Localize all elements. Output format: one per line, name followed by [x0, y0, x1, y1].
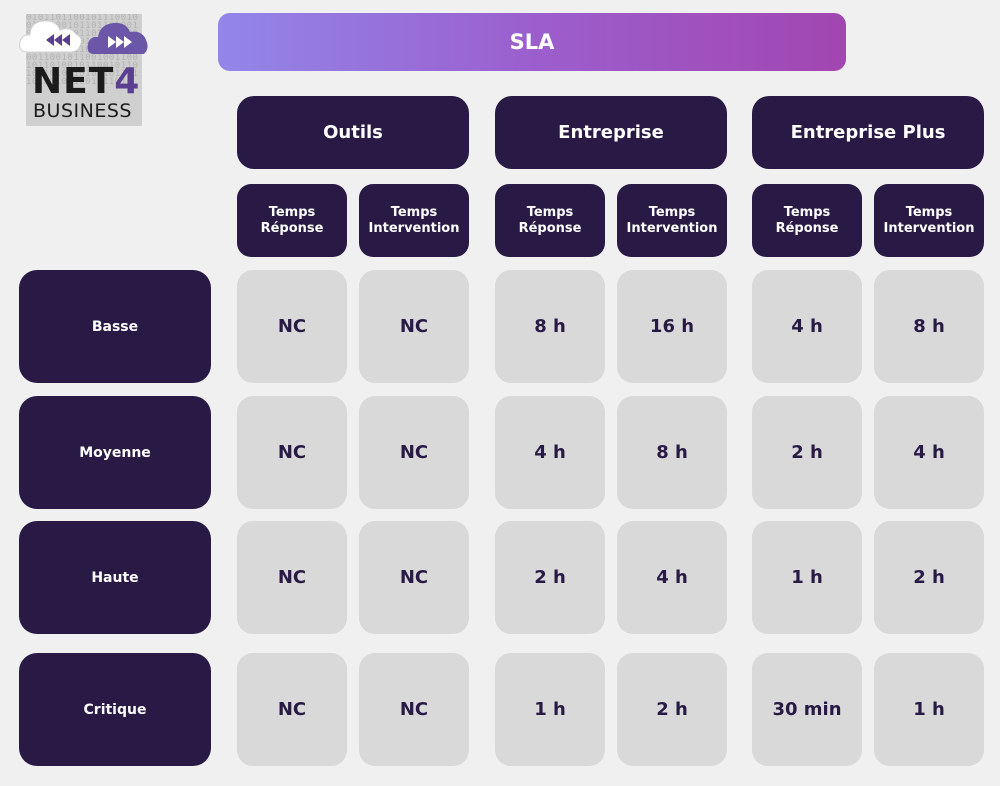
table-cell: 4 h	[617, 521, 727, 634]
table-cell: NC	[237, 653, 347, 766]
table-cell: NC	[237, 396, 347, 509]
column-header: Temps Réponse	[237, 184, 347, 257]
table-cell: 2 h	[874, 521, 984, 634]
chart-title: SLA	[509, 30, 555, 54]
table-cell: 4 h	[752, 270, 862, 383]
group-header: Outils	[237, 96, 469, 169]
column-header: Temps Intervention	[359, 184, 469, 257]
table-cell: NC	[359, 521, 469, 634]
group-header: Entreprise	[495, 96, 727, 169]
table-cell: 16 h	[617, 270, 727, 383]
logo-subtext: BUSINESS	[33, 100, 132, 122]
row-header: Critique	[19, 653, 211, 766]
table-cell: 4 h	[495, 396, 605, 509]
table-cell: 2 h	[617, 653, 727, 766]
company-logo: 0101101100101110010010110010110110100101…	[18, 12, 150, 128]
cloud-forward-icon	[87, 22, 148, 54]
table-cell: 1 h	[495, 653, 605, 766]
table-cell: NC	[237, 521, 347, 634]
logo-wordmark: NET4	[32, 61, 141, 102]
row-header: Moyenne	[19, 396, 211, 509]
cloud-rewind-icon	[19, 20, 82, 53]
table-cell: 1 h	[752, 521, 862, 634]
row-header: Haute	[19, 521, 211, 634]
column-header: Temps Intervention	[617, 184, 727, 257]
table-cell: NC	[359, 270, 469, 383]
table-cell: NC	[359, 396, 469, 509]
column-header: Temps Intervention	[874, 184, 984, 257]
row-header: Basse	[19, 270, 211, 383]
sla-title-bar: SLA	[218, 13, 846, 71]
table-cell: 4 h	[874, 396, 984, 509]
group-header: Entreprise Plus	[752, 96, 984, 169]
column-header: Temps Réponse	[495, 184, 605, 257]
table-cell: 8 h	[617, 396, 727, 509]
column-header: Temps Réponse	[752, 184, 862, 257]
table-cell: 2 h	[495, 521, 605, 634]
table-cell: 2 h	[752, 396, 862, 509]
table-cell: 1 h	[874, 653, 984, 766]
table-cell: NC	[359, 653, 469, 766]
table-cell: 30 min	[752, 653, 862, 766]
table-cell: 8 h	[495, 270, 605, 383]
table-cell: 8 h	[874, 270, 984, 383]
table-cell: NC	[237, 270, 347, 383]
